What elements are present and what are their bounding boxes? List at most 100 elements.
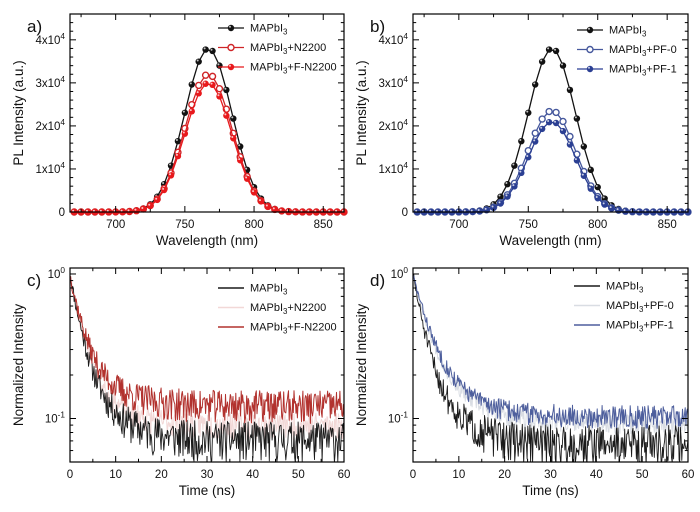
panel-a: 700 750 800 850 0 1x104 2x104 3x104 4x104 Wavelen… [11, 13, 348, 248]
y-axis-title-c: Normalized Intensity [11, 304, 26, 427]
data-point [201, 71, 210, 79]
legend-label: MAPbI3+PF-0 [606, 300, 674, 314]
x-tick-label: 50 [636, 469, 649, 481]
legend-label: MAPbI3 [250, 283, 288, 297]
data-point [497, 200, 504, 207]
data-point [188, 108, 195, 115]
data-point [587, 185, 594, 192]
data-point [552, 108, 560, 117]
data-point [622, 208, 629, 215]
tick-labels-b: 700 750 800 850 0 1x104 2x104 3x104 4x104 [378, 32, 676, 231]
data-point [237, 157, 244, 164]
x-tick-label: 60 [682, 469, 695, 481]
data-point [525, 109, 532, 116]
legend-label: MAPbI3+N2200 [250, 42, 326, 56]
data-point [160, 186, 168, 194]
data-point [504, 180, 511, 188]
legend-marker [586, 26, 594, 34]
data-point [601, 201, 608, 208]
data-point [208, 72, 217, 81]
series-a-2 [70, 80, 348, 216]
y-axis-title-d: Normalized Intensity [354, 304, 369, 427]
data-point [531, 129, 539, 137]
data-point [216, 62, 223, 69]
panel-label-d: d) [370, 271, 385, 290]
legend-marker [227, 24, 235, 32]
legend-label: MAPbI3 [609, 25, 647, 39]
data-point [518, 137, 525, 145]
y-tick-label: 2x104 [35, 118, 65, 133]
axes-a [69, 13, 345, 213]
legend-marker [227, 63, 235, 71]
y-axis-title-a: PL Intensity (a.u.) [11, 60, 26, 165]
data-point [216, 93, 223, 100]
data-point [532, 81, 539, 88]
x-tick-label: 40 [590, 469, 603, 481]
x-axis-title-b: Wavelength (nm) [499, 233, 601, 248]
tick-labels-d: 0 10 20 30 40 50 60 100 10-1 [388, 266, 695, 481]
legend-label: MAPbI3 [606, 281, 644, 295]
y-tick-label: 0 [59, 207, 65, 219]
data-point [538, 58, 546, 65]
data-point [566, 132, 574, 141]
data-point [181, 130, 189, 137]
data-point [525, 153, 532, 161]
panel-c: 0 10 20 30 40 50 60 100 10-1 Time (ns) Normalized … [11, 266, 350, 498]
data-point [580, 172, 588, 179]
x-tick-label: 30 [544, 469, 557, 481]
plot-frame [412, 13, 689, 213]
data-point [230, 115, 237, 122]
y-axis-title-b: PL Intensity (a.u.) [354, 60, 369, 165]
x-tick-label: 850 [658, 219, 677, 231]
data-point [545, 119, 553, 126]
series-d-0 [413, 273, 688, 462]
data-point [532, 138, 539, 145]
x-tick-label: 750 [519, 219, 538, 231]
legend-d: MAPbI3 MAPbI3+PF-0 MAPbI3+PF-1 [574, 281, 674, 334]
data-point [195, 58, 202, 65]
legend-c: MAPbI3 MAPbI3+N2200 MAPbI3+F-N2200 [218, 283, 337, 336]
data-point [545, 46, 553, 53]
plot-area-d [413, 273, 688, 462]
legend-marker [227, 43, 235, 52]
series-c-0 [70, 277, 344, 462]
y-tick-label: 4x104 [35, 32, 65, 47]
x-tick-label: 30 [201, 469, 214, 481]
data-point [594, 183, 601, 191]
x-tick-label: 0 [67, 469, 73, 481]
x-tick-label: 60 [338, 469, 351, 481]
data-point [202, 80, 209, 87]
panel-label-b: b) [370, 17, 385, 36]
data-point [573, 157, 581, 164]
x-tick-label: 700 [449, 219, 468, 231]
data-point [215, 84, 224, 93]
y-tick-label: 4x104 [378, 32, 408, 47]
tick-labels-a: 700 750 800 850 0 1x104 2x104 3x104 4x104 [35, 32, 332, 231]
panel-label-a: a) [27, 17, 42, 36]
data-point [559, 62, 567, 69]
x-tick-label: 0 [410, 469, 416, 481]
data-point [511, 162, 518, 169]
legend-label: MAPbI3+F-N2200 [250, 62, 337, 76]
data-point [587, 166, 594, 174]
legend-label: MAPbI3+PF-1 [606, 320, 674, 334]
data-point [566, 86, 574, 94]
panel-b: 700 750 800 850 0 1x104 2x104 3x104 4x104 Wavelen… [354, 13, 692, 248]
data-point [559, 117, 567, 126]
y-tick-label: 0 [402, 207, 408, 219]
y-tick-label: 1x104 [35, 161, 65, 176]
legend-marker [586, 45, 594, 54]
data-point [559, 127, 567, 135]
plot-area-c [70, 276, 344, 462]
x-tick-label: 750 [175, 219, 194, 231]
axes-d [412, 267, 689, 463]
x-axis-title-a: Wavelength (nm) [156, 233, 258, 248]
data-point [174, 152, 182, 160]
data-point [573, 115, 581, 122]
data-point [243, 175, 251, 182]
data-point [552, 119, 560, 127]
data-point [594, 195, 601, 202]
series-d-2 [413, 275, 688, 429]
